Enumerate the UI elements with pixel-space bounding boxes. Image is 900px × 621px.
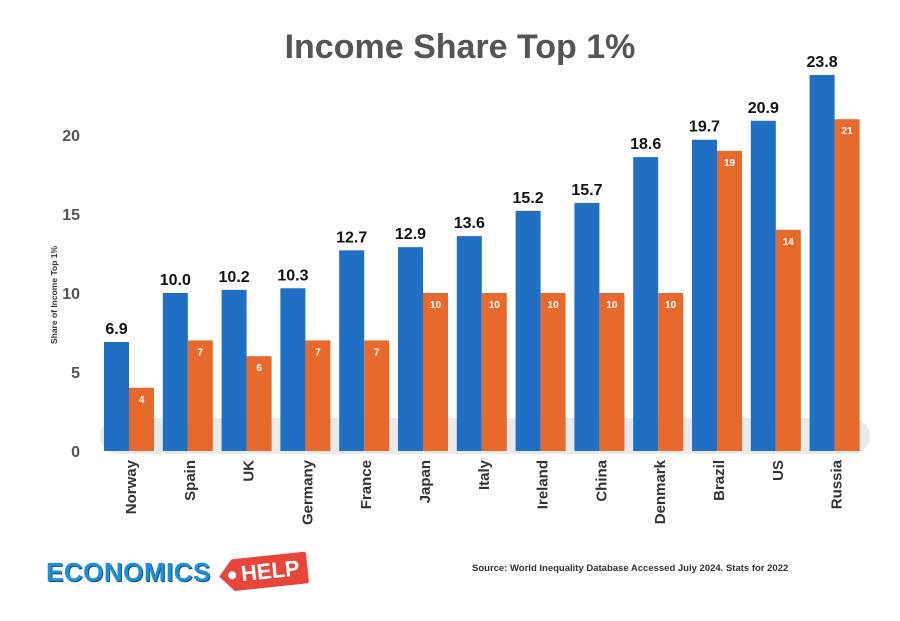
bar-orange-russia [834,119,860,451]
bar-blue-denmark [633,157,659,451]
bars-group [104,74,860,452]
bar-blue-us [750,120,776,451]
x-category-label: Italy [476,459,493,490]
bar-label-orange: 7 [374,347,380,358]
bar-blue-spain [162,293,188,451]
x-category-label: Germany [299,459,316,525]
bar-label-blue: 12.7 [336,229,367,246]
x-category-label: Brazil [711,460,728,501]
bar-label-blue: 23.8 [807,54,838,71]
bar-blue-china [574,202,600,451]
bar-label-orange: 7 [315,347,321,358]
y-tick-label: 20 [62,128,80,145]
x-category-label: France [358,460,375,509]
bar-orange-denmark [658,293,684,451]
bar-blue-ireland [515,210,541,451]
bar-blue-norway [104,341,129,451]
bar-label-orange: 14 [783,237,795,248]
logo-tag: HELP [217,551,309,592]
x-category-label: Russia [829,459,846,509]
bar-orange-france [364,340,390,451]
bar-blue-germany [280,288,306,451]
bar-label-orange: 19 [724,158,736,169]
bar-label-blue: 12.9 [395,226,426,243]
logo-tag-text: HELP [239,555,301,587]
bar-label-orange: 7 [198,347,204,358]
bar-orange-us [775,229,801,451]
bar-label-orange: 4 [139,395,145,406]
bar-orange-italy [481,293,507,451]
y-tick-label: 5 [71,365,80,382]
x-category-label: US [770,460,787,481]
bar-label-orange: 10 [606,300,618,311]
bar-orange-norway [129,387,154,451]
bar-label-blue: 15.2 [513,190,544,207]
economics-help-logo: ECONOMICS HELP [46,552,308,592]
x-category-label: Norway [123,459,140,514]
bar-blue-uk [221,289,247,451]
x-axis-labels: Norway Spain UK Germany France Japan Italy Irel… [123,459,846,525]
bar-blue-russia [809,74,835,452]
bar-label-blue: 13.6 [454,215,485,232]
bar-orange-spain [187,340,213,451]
bar-blue-france [339,250,365,451]
bar-label-blue: 6.9 [105,321,127,338]
x-category-label: UK [241,460,258,482]
bar-orange-china [599,293,625,451]
x-category-label: Spain [182,460,199,501]
bar-blue-italy [456,236,482,451]
bar-label-blue: 18.6 [630,136,661,153]
bar-blue-japan [398,247,423,451]
logo-word: ECONOMICS [46,556,211,587]
bar-label-orange: 10 [548,300,560,311]
bar-label-blue: 10.2 [219,269,250,286]
bar-label-orange: 10 [665,300,677,311]
bar-orange-japan [423,293,448,451]
x-category-label: China [593,459,610,501]
bar-blue-brazil [692,139,717,452]
bar-label-blue: 10.3 [277,267,308,284]
bar-label-orange: 10 [430,300,442,311]
bar-label-blue: 15.7 [571,182,602,199]
bar-orange-germany [305,340,331,451]
y-tick-label: 0 [71,444,80,461]
y-tick-label: 15 [62,207,80,224]
bar-label-blue: 19.7 [689,119,720,136]
y-axis-label: Share of Income Top 1% [49,246,59,345]
chart-title: Income Share Top 1% [285,28,636,66]
x-category-label: Denmark [652,459,669,524]
bar-labels-group: 6.9 4 10.0 7 10.2 6 10.3 7 12.7 7 12.9 10 13.6 10 15.2… [105,54,853,406]
bar-label-orange: 6 [256,363,262,374]
bar-orange-uk [246,356,272,451]
x-category-label: Ireland [535,460,552,509]
bar-label-orange: 10 [489,300,501,311]
bar-orange-brazil [717,150,742,452]
x-category-label: Japan [417,460,434,503]
y-tick-label: 10 [62,286,80,303]
y-axis-ticks: 0 5 10 15 20 [62,128,80,461]
bar-label-blue: 10.0 [160,272,191,289]
bar-orange-ireland [540,293,566,451]
bar-label-blue: 20.9 [748,100,779,117]
logo-dot-icon [228,571,237,580]
bar-label-orange: 21 [842,126,854,137]
source-note: Source: World Inequality Database Access… [472,563,789,574]
